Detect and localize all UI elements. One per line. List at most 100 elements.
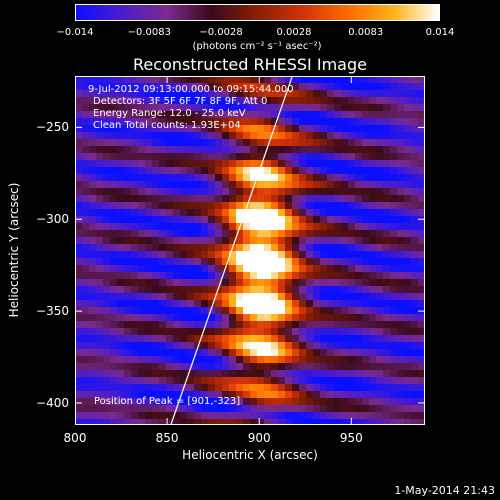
heatmap-cell xyxy=(138,391,146,399)
heatmap-cell xyxy=(187,279,195,287)
heatmap-cell xyxy=(222,419,230,425)
heatmap-cell xyxy=(243,118,251,126)
heatmap-cell xyxy=(145,167,153,175)
heatmap-cell xyxy=(264,97,272,105)
heatmap-cell xyxy=(313,167,321,175)
heatmap-cell xyxy=(404,125,412,133)
heatmap-cell xyxy=(82,202,90,210)
heatmap-cell xyxy=(243,258,251,266)
heatmap-cell xyxy=(306,293,314,301)
heatmap-cell xyxy=(257,349,265,357)
heatmap-cell xyxy=(222,237,230,245)
heatmap-cell xyxy=(222,181,230,189)
heatmap-cell xyxy=(292,181,300,189)
heatmap-cell xyxy=(404,132,412,140)
heatmap-cell xyxy=(383,300,391,308)
heatmap-cell xyxy=(250,244,258,252)
heatmap-cell xyxy=(313,153,321,161)
heatmap-cell xyxy=(103,174,111,182)
heatmap-cell xyxy=(313,398,321,406)
heatmap-cell xyxy=(215,174,223,182)
heatmap-cell xyxy=(103,153,111,161)
heatmap-cell xyxy=(75,279,83,287)
heatmap-cell xyxy=(222,111,230,119)
heatmap-cell xyxy=(208,272,216,280)
heatmap-cell xyxy=(271,244,279,252)
heatmap-cell xyxy=(397,265,405,273)
heatmap-cell xyxy=(110,160,118,168)
heatmap-cell xyxy=(131,188,139,196)
heatmap-cell xyxy=(82,139,90,147)
heatmap-cell xyxy=(75,391,83,399)
heatmap-cell xyxy=(110,251,118,259)
heatmap-cell xyxy=(383,188,391,196)
heatmap-cell xyxy=(376,335,384,343)
heatmap-cell xyxy=(215,167,223,175)
heatmap-cell xyxy=(292,167,300,175)
heatmap-cell xyxy=(215,391,223,399)
heatmap-cell xyxy=(236,405,244,413)
heatmap-cell xyxy=(152,125,160,133)
heatmap-cell xyxy=(180,216,188,224)
heatmap-cell xyxy=(243,307,251,315)
heatmap-cell xyxy=(159,146,167,154)
heatmap-cell xyxy=(285,97,293,105)
heatmap-cell xyxy=(187,90,195,98)
heatmap-cell xyxy=(348,258,356,266)
heatmap-cell xyxy=(236,279,244,287)
heatmap-cell xyxy=(292,153,300,161)
heatmap-cell xyxy=(131,104,139,112)
heatmap-cell xyxy=(292,237,300,245)
heatmap-cell xyxy=(292,146,300,154)
heatmap-cell xyxy=(180,286,188,294)
heatmap-cell xyxy=(145,90,153,98)
heatmap-cell xyxy=(299,398,307,406)
heatmap-cell xyxy=(138,279,146,287)
heatmap-cell xyxy=(355,314,363,322)
heatmap-cell xyxy=(390,230,398,238)
heatmap-cell xyxy=(159,104,167,112)
heatmap-cell xyxy=(257,104,265,112)
heatmap-cell xyxy=(306,223,314,231)
heatmap-cell xyxy=(306,118,314,126)
heatmap-cell xyxy=(215,209,223,217)
heatmap-cell xyxy=(397,181,405,189)
heatmap-cell xyxy=(89,244,97,252)
heatmap-cell xyxy=(418,391,425,399)
heatmap-cell xyxy=(82,146,90,154)
heatmap-cell xyxy=(243,321,251,329)
heatmap-cell xyxy=(138,356,146,364)
heatmap-cell xyxy=(418,118,425,126)
heatmap-cell xyxy=(418,160,425,168)
heatmap-cell xyxy=(124,104,132,112)
heatmap-cell xyxy=(201,118,209,126)
heatmap-cell xyxy=(145,405,153,413)
heatmap-cell xyxy=(285,321,293,329)
heatmap-cell xyxy=(145,279,153,287)
heatmap-cell xyxy=(383,321,391,329)
heatmap-cell xyxy=(334,370,342,378)
heatmap-cell xyxy=(397,335,405,343)
heatmap-cell xyxy=(313,160,321,168)
heatmap-cell xyxy=(187,300,195,308)
heatmap-cell xyxy=(376,328,384,336)
heatmap-cell xyxy=(404,405,412,413)
heatmap-cell xyxy=(257,321,265,329)
heatmap-cell xyxy=(124,202,132,210)
heatmap-cell xyxy=(131,286,139,294)
heatmap-cell xyxy=(292,216,300,224)
heatmap-cell xyxy=(390,202,398,210)
heatmap-cell xyxy=(271,307,279,315)
heatmap-cell xyxy=(355,118,363,126)
heatmap-cell xyxy=(271,174,279,182)
heatmap-cell xyxy=(257,384,265,392)
heatmap-cell xyxy=(159,279,167,287)
heatmap-cell xyxy=(229,139,237,147)
heatmap-cell xyxy=(103,349,111,357)
heatmap-cell xyxy=(348,405,356,413)
heatmap-cell xyxy=(152,237,160,245)
heatmap-cell xyxy=(138,244,146,252)
heatmap-cell xyxy=(152,384,160,392)
heatmap-cell xyxy=(390,188,398,196)
heatmap-cell xyxy=(215,265,223,273)
